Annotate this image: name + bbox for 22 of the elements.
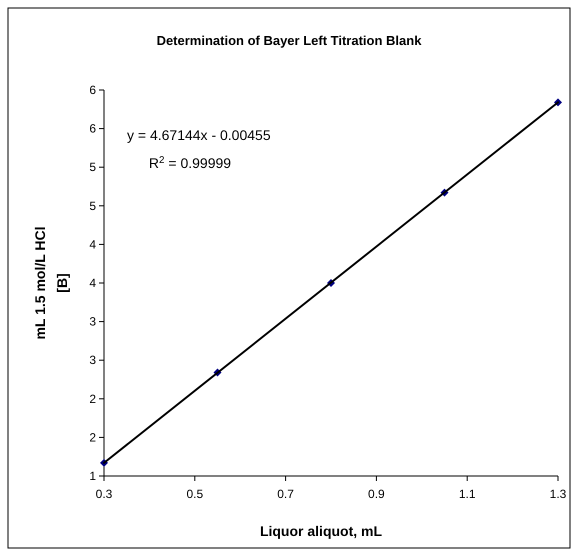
x-tick-label: 0.9 [368,487,386,501]
y-tick-label: 6 [89,83,96,97]
y-tick-label: 4 [89,276,96,290]
x-tick-label: 0.7 [277,487,294,501]
y-tick-label: 6 [89,122,96,136]
x-tick-label: 1.3 [550,487,567,501]
y-axis-title: mL 1.5 mol/L HCl [B] [32,226,70,340]
y-tick-label: 3 [89,353,96,368]
y-tick-label: 2 [89,430,96,444]
x-tick-label: 0.5 [186,487,204,501]
y-tick-label: 5 [89,198,96,213]
y-tick-label: 2 [89,392,96,406]
y-tick-label: 1 [89,469,96,483]
y-tick-label: 5 [89,160,96,174]
y-tick-label: 3 [89,314,96,329]
x-tick-label: 0.3 [96,487,113,501]
annotation: y = 4.67144x - 0.00455 [127,127,271,143]
x-axis-title: Liquor aliquot, mL [260,523,382,539]
y-tick-label: 4 [89,237,96,252]
annotation: R$^{2}$ = 0.99999 [148,154,232,171]
chart-title: Determination of Bayer Left Titration Blank [156,33,422,48]
x-tick-label: 1.1 [458,487,476,501]
